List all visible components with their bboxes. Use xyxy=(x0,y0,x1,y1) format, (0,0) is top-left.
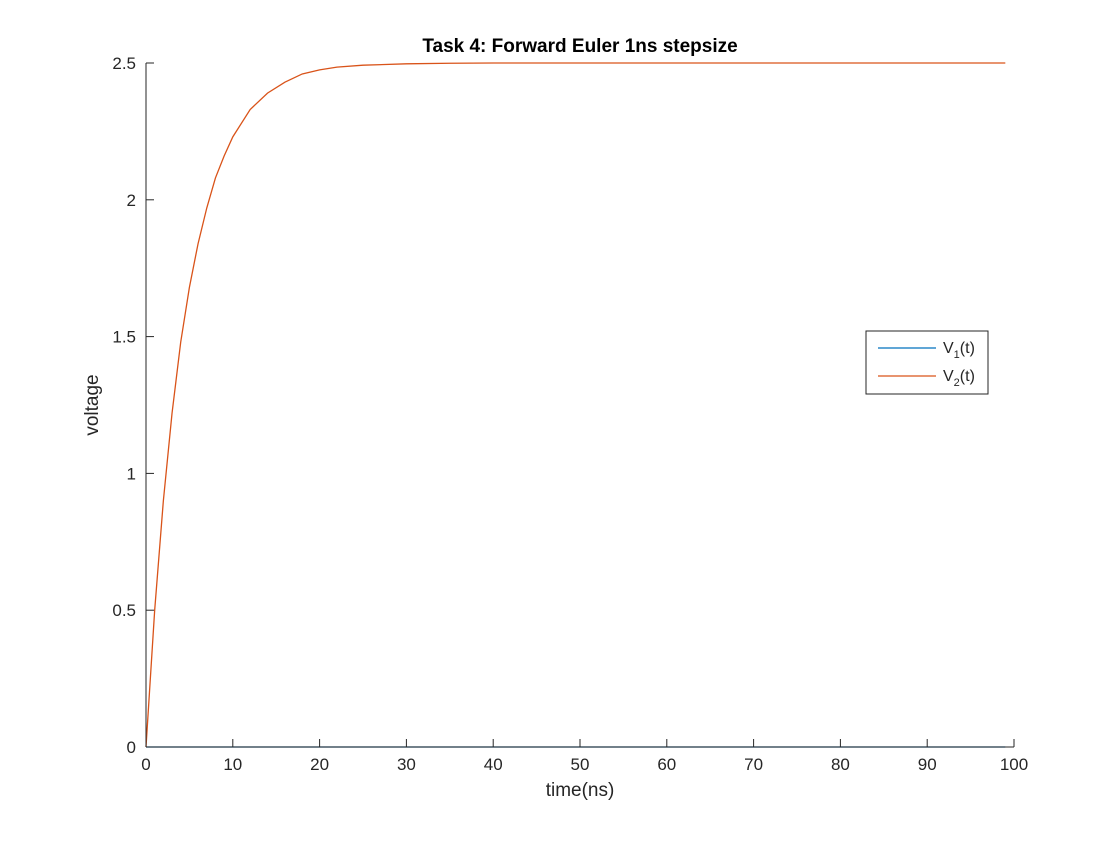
x-tick-label: 100 xyxy=(1000,755,1028,774)
axes-layer: 0 10 20 30 40 50 60 70 80 90 100 0 0.5 1 1.5 2 2.5 xyxy=(112,54,1028,774)
x-axis-label: time(ns) xyxy=(546,780,615,801)
x-tick-label: 80 xyxy=(831,755,850,774)
y-tick-label: 1 xyxy=(127,464,136,483)
x-tick-label: 50 xyxy=(571,755,590,774)
legend-label-main: V xyxy=(943,368,954,385)
series-line-v2 xyxy=(145,62,1006,748)
y-tick-label: 0.5 xyxy=(112,601,136,620)
legend-label-v2: V2(t) xyxy=(943,368,975,389)
legend-label-tail: (t) xyxy=(960,340,975,357)
y-tick-label: 1.5 xyxy=(112,328,136,347)
legend-box xyxy=(865,330,989,395)
legend: V1(t)V2(t) xyxy=(865,330,989,395)
y-tick-label: 2.5 xyxy=(112,54,136,73)
plot-area xyxy=(146,63,1014,747)
x-tick-label: 30 xyxy=(397,755,416,774)
y-axis-label: voltage xyxy=(82,374,103,435)
x-tick-label: 0 xyxy=(141,755,150,774)
chart-title: Task 4: Forward Euler 1ns stepsize xyxy=(422,36,737,57)
x-tick-label: 10 xyxy=(223,755,242,774)
legend-label-v1: V1(t) xyxy=(943,340,975,361)
legend-label-subscript: 1 xyxy=(954,349,960,361)
x-tick-label: 40 xyxy=(484,755,503,774)
x-tick-label: 60 xyxy=(657,755,676,774)
y-tick-label: 2 xyxy=(127,191,136,210)
legend-label-tail: (t) xyxy=(960,368,975,385)
x-tick-label: 20 xyxy=(310,755,329,774)
legend-label-subscript: 2 xyxy=(954,377,960,389)
legend-label-main: V xyxy=(943,340,954,357)
x-tick-label: 90 xyxy=(918,755,937,774)
x-tick-label: 70 xyxy=(744,755,763,774)
y-tick-label: 0 xyxy=(127,738,136,757)
plot-background xyxy=(146,63,1014,747)
